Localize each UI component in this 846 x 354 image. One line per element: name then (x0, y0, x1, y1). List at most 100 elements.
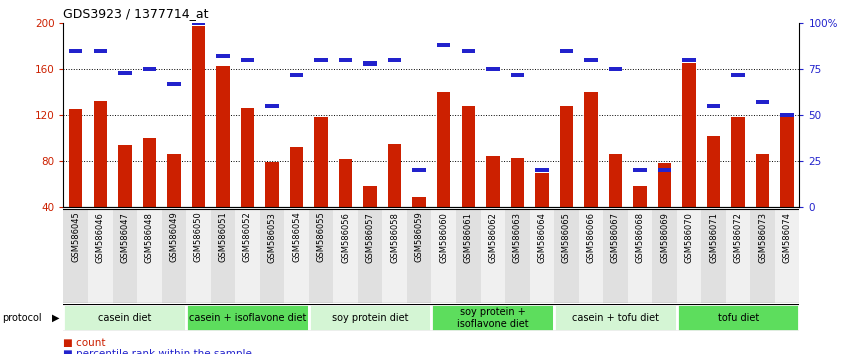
Bar (732, 73, 744, 76)
Bar (756, 154, 769, 207)
Text: GSM586070: GSM586070 (684, 212, 694, 263)
Bar (333, 209, 358, 303)
Text: GSM586068: GSM586068 (635, 212, 645, 263)
Bar (462, 48, 475, 53)
Text: GSM586051: GSM586051 (218, 212, 228, 262)
Bar (658, 164, 671, 207)
Text: GSM586054: GSM586054 (292, 212, 301, 262)
Bar (536, 172, 548, 207)
Bar (603, 209, 628, 303)
Text: GSM586046: GSM586046 (96, 212, 105, 263)
Bar (69, 48, 82, 53)
Text: GSM586072: GSM586072 (733, 212, 743, 263)
Bar (677, 209, 701, 303)
Bar (69, 109, 82, 207)
Text: GSM586061: GSM586061 (464, 212, 473, 263)
Bar (192, 27, 205, 207)
Text: GSM586045: GSM586045 (71, 212, 80, 262)
Text: GSM586049: GSM586049 (169, 212, 179, 262)
Text: GSM586053: GSM586053 (267, 212, 277, 263)
Bar (364, 62, 376, 65)
Text: GSM586052: GSM586052 (243, 212, 252, 262)
Bar (315, 58, 327, 62)
Bar (486, 156, 499, 207)
Text: GSM586047: GSM586047 (120, 212, 129, 263)
Bar (168, 154, 180, 207)
Text: GSM586059: GSM586059 (415, 212, 424, 262)
Bar (505, 209, 530, 303)
Bar (683, 63, 695, 207)
Bar (609, 154, 622, 207)
Bar (775, 209, 799, 303)
Bar (481, 209, 505, 303)
Bar (260, 209, 284, 303)
Bar (486, 67, 499, 71)
Bar (358, 209, 382, 303)
Text: soy protein +
isoflavone diet: soy protein + isoflavone diet (457, 307, 529, 329)
Bar (456, 209, 481, 303)
Text: GSM586057: GSM586057 (365, 212, 375, 263)
Bar (290, 73, 303, 76)
Text: GSM586062: GSM586062 (488, 212, 497, 263)
Bar (63, 209, 88, 303)
FancyBboxPatch shape (554, 304, 677, 331)
Bar (511, 158, 524, 207)
Bar (530, 209, 554, 303)
Bar (726, 209, 750, 303)
Bar (585, 92, 597, 207)
Bar (88, 209, 113, 303)
Bar (315, 118, 327, 207)
Bar (211, 209, 235, 303)
Bar (658, 168, 671, 172)
Bar (235, 209, 260, 303)
Bar (554, 209, 579, 303)
Bar (113, 209, 137, 303)
Bar (560, 106, 573, 207)
Bar (284, 209, 309, 303)
Bar (462, 106, 475, 207)
Bar (94, 48, 107, 53)
Bar (241, 108, 254, 207)
Text: ■ count: ■ count (63, 338, 106, 348)
Text: GSM586071: GSM586071 (709, 212, 718, 263)
Text: ▶: ▶ (52, 313, 60, 323)
Bar (413, 168, 426, 172)
Text: GSM586055: GSM586055 (316, 212, 326, 262)
Text: GSM586050: GSM586050 (194, 212, 203, 262)
Bar (339, 159, 352, 207)
Bar (118, 71, 131, 75)
Bar (609, 67, 622, 71)
Text: GSM586069: GSM586069 (660, 212, 669, 263)
Bar (701, 209, 726, 303)
Text: GSM586066: GSM586066 (586, 212, 596, 263)
Bar (118, 145, 131, 207)
Bar (382, 209, 407, 303)
Text: GSM586063: GSM586063 (513, 212, 522, 263)
Text: GDS3923 / 1377714_at: GDS3923 / 1377714_at (63, 7, 209, 21)
Bar (634, 168, 646, 172)
Bar (241, 58, 254, 62)
Text: casein + tofu diet: casein + tofu diet (572, 313, 659, 323)
Bar (560, 48, 573, 53)
Text: GSM586065: GSM586065 (562, 212, 571, 263)
Bar (579, 209, 603, 303)
Bar (750, 209, 775, 303)
Text: GSM586073: GSM586073 (758, 212, 767, 263)
Bar (585, 58, 597, 62)
Bar (707, 136, 720, 207)
Text: casein + isoflavone diet: casein + isoflavone diet (189, 313, 306, 323)
Bar (168, 82, 180, 86)
Bar (388, 58, 401, 62)
Bar (137, 209, 162, 303)
Bar (732, 118, 744, 207)
Text: GSM586064: GSM586064 (537, 212, 547, 263)
Bar (511, 73, 524, 76)
Bar (266, 162, 278, 207)
Bar (431, 209, 456, 303)
Bar (407, 209, 431, 303)
Bar (781, 113, 794, 117)
Text: casein diet: casein diet (98, 313, 151, 323)
Text: GSM586058: GSM586058 (390, 212, 399, 263)
Bar (217, 65, 229, 207)
Bar (309, 209, 333, 303)
